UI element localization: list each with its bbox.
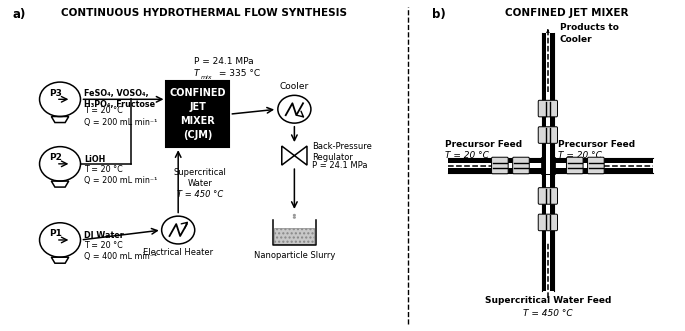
Text: DI Water: DI Water (84, 231, 124, 240)
Bar (545, 151, 551, 174)
Text: T = 20 °C
Q = 400 mL min⁻¹: T = 20 °C Q = 400 mL min⁻¹ (84, 241, 158, 261)
Bar (546, 151, 549, 174)
Text: T: T (194, 70, 199, 78)
Circle shape (292, 216, 296, 219)
Text: a): a) (13, 8, 26, 21)
Text: Cooler: Cooler (279, 82, 309, 91)
Text: T = 20 °C: T = 20 °C (445, 151, 489, 160)
FancyBboxPatch shape (538, 188, 558, 204)
Bar (550, 33, 553, 291)
FancyBboxPatch shape (512, 157, 530, 174)
FancyBboxPatch shape (538, 214, 558, 231)
Bar (546, 157, 550, 174)
Text: T = 20 °C: T = 20 °C (558, 151, 601, 160)
Text: mix: mix (201, 75, 212, 80)
Text: Precursor Feed: Precursor Feed (445, 140, 522, 149)
Text: T = 20 °C
Q = 200 mL min⁻¹: T = 20 °C Q = 200 mL min⁻¹ (84, 106, 158, 127)
Text: P3: P3 (49, 89, 62, 98)
Polygon shape (282, 146, 295, 165)
FancyBboxPatch shape (566, 157, 583, 174)
Text: = 335 °C: = 335 °C (216, 70, 260, 78)
Text: Nanoparticle Slurry: Nanoparticle Slurry (253, 251, 335, 260)
Bar (542, 33, 546, 291)
Text: T = 20 °C
Q = 200 mL min⁻¹: T = 20 °C Q = 200 mL min⁻¹ (84, 165, 158, 185)
Bar (546, 33, 550, 291)
Bar (448, 158, 653, 163)
Polygon shape (295, 146, 307, 165)
Text: Back-Pressure
Regulator: Back-Pressure Regulator (312, 142, 372, 163)
Bar (540, 157, 555, 174)
Text: CONTINUOUS HYDROTHERMAL FLOW SYNTHESIS: CONTINUOUS HYDROTHERMAL FLOW SYNTHESIS (61, 8, 347, 18)
Text: LiOH: LiOH (84, 155, 105, 164)
Circle shape (292, 214, 296, 216)
Text: Electrical Heater: Electrical Heater (143, 248, 213, 257)
Text: CONFINED
JET
MIXER
(CJM): CONFINED JET MIXER (CJM) (170, 88, 226, 140)
FancyBboxPatch shape (538, 127, 558, 143)
Text: b): b) (432, 8, 445, 21)
Bar (274, 228, 314, 244)
Text: P1: P1 (49, 229, 62, 238)
Text: Products to
Cooler: Products to Cooler (560, 23, 619, 44)
Text: P2: P2 (49, 153, 62, 162)
Text: P = 24.1 MPa: P = 24.1 MPa (194, 57, 253, 66)
FancyBboxPatch shape (588, 157, 604, 174)
Text: CONFINED JET MIXER: CONFINED JET MIXER (505, 8, 628, 18)
FancyBboxPatch shape (538, 100, 558, 117)
Bar (448, 163, 653, 168)
Text: T = 450 °C: T = 450 °C (523, 309, 573, 318)
Text: Supercritical
Water: Supercritical Water (173, 168, 226, 188)
Text: P = 24.1 MPa: P = 24.1 MPa (312, 161, 368, 170)
Text: Supercritical Water Feed: Supercritical Water Feed (485, 296, 611, 305)
Bar (166, 81, 229, 147)
Text: T = 450 °C: T = 450 °C (177, 190, 223, 199)
FancyBboxPatch shape (492, 157, 508, 174)
Bar (448, 168, 653, 173)
Text: FeSO₄, VOSO₄,
H₃PO₄, Fructose: FeSO₄, VOSO₄, H₃PO₄, Fructose (84, 89, 155, 110)
Text: Precursor Feed: Precursor Feed (558, 140, 635, 149)
